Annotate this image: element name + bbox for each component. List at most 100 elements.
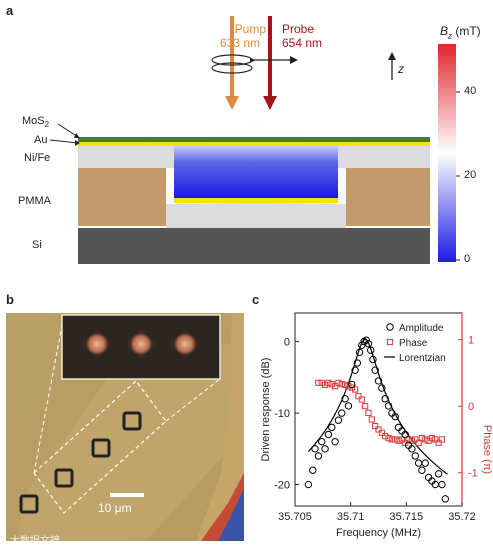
amplitude-point bbox=[331, 437, 339, 446]
amplitude-point bbox=[348, 380, 356, 389]
amplitude-point bbox=[408, 445, 416, 453]
phase-point bbox=[418, 435, 426, 442]
phase-point bbox=[358, 396, 365, 403]
x-tick-label: 35.71 bbox=[337, 511, 365, 523]
phase-point bbox=[422, 436, 429, 443]
y-right-axis-label: Phase (π) bbox=[481, 425, 493, 474]
phase-point bbox=[398, 436, 405, 443]
y-tick-label: 0 bbox=[284, 337, 290, 349]
dashed-region bbox=[33, 380, 167, 514]
probe-label: Probe 654 nm bbox=[282, 22, 322, 50]
panel-b-letter: b bbox=[6, 292, 14, 307]
legend-amplitude-marker bbox=[386, 323, 394, 331]
amplitude-point bbox=[369, 355, 377, 364]
amplitude-point bbox=[418, 466, 426, 474]
mos2-layer bbox=[78, 137, 430, 142]
phase-point bbox=[378, 429, 385, 436]
x-tick-label: 35.705 bbox=[278, 511, 312, 523]
y-right-tick-label: 0 bbox=[468, 401, 474, 413]
x-axis-label: Frequency (MHz) bbox=[336, 527, 421, 539]
colorbar-title-unit: (mT) bbox=[452, 24, 481, 38]
phase-point bbox=[392, 436, 399, 443]
amplitude-point bbox=[328, 423, 336, 432]
y-axis-label: Driven response (dB) bbox=[260, 358, 272, 462]
pump-label: Pump 633 nm bbox=[214, 22, 266, 50]
colorbar-title-symbol: B bbox=[440, 24, 449, 38]
phase-point bbox=[438, 436, 446, 443]
amplitude-point bbox=[411, 452, 419, 460]
panel-c-chart: 35.705 35.71 35.715 35.72 0 -10 -20 1 0 -1 Frequen… bbox=[260, 312, 493, 539]
pump-label-line1: Pump bbox=[234, 22, 266, 36]
pump-arrowhead bbox=[225, 96, 239, 110]
amplitude-point bbox=[434, 470, 443, 478]
z-axis-label: z bbox=[398, 62, 404, 76]
amplitude-point bbox=[374, 377, 383, 385]
colorbar bbox=[438, 44, 456, 262]
phase-point bbox=[365, 409, 372, 416]
x-tick-label: 35.72 bbox=[448, 511, 476, 523]
amplitude-point bbox=[360, 337, 368, 346]
si-layer bbox=[78, 228, 430, 264]
colorbar-tick-0: 0 bbox=[464, 253, 471, 265]
micro-pad-2 bbox=[91, 438, 111, 458]
amplitude-point bbox=[311, 445, 319, 453]
amplitude-point bbox=[341, 395, 349, 403]
amplitude-point bbox=[334, 416, 343, 424]
micro-pad-3 bbox=[54, 468, 74, 488]
amplitude-point bbox=[367, 346, 375, 354]
amplitude-point bbox=[304, 480, 313, 489]
phase-point bbox=[428, 435, 436, 442]
y-tick-label: -10 bbox=[274, 408, 290, 420]
amplitude-point bbox=[314, 452, 323, 460]
y-tick-label: -20 bbox=[274, 480, 290, 492]
colorbar-tick-20: 20 bbox=[464, 169, 477, 181]
amplitude-point bbox=[378, 384, 386, 392]
phase-point bbox=[342, 381, 349, 388]
colorbar-title-sub: z bbox=[448, 31, 453, 41]
scale-bar-label: 10 μm bbox=[98, 501, 132, 515]
amplitude-point bbox=[358, 341, 366, 349]
amplitude-point bbox=[338, 409, 346, 417]
colorbar-title: Bz (mT) bbox=[440, 24, 481, 40]
panel-b-micrograph bbox=[6, 313, 244, 541]
panel-c-letter: c bbox=[252, 292, 260, 307]
probe-label-line2: 654 nm bbox=[282, 36, 323, 50]
phase-point bbox=[388, 436, 395, 443]
cavity-field bbox=[174, 146, 338, 198]
panel-a-schematic bbox=[49, 16, 460, 264]
amplitude-point bbox=[381, 395, 389, 403]
legend-amplitude-label: Amplitude bbox=[399, 323, 444, 334]
micro-pad-4 bbox=[19, 494, 39, 514]
colorbar-tick-40: 40 bbox=[464, 85, 477, 97]
flake-region bbox=[16, 343, 244, 541]
phase-point bbox=[325, 379, 332, 386]
amplitude-point bbox=[384, 402, 393, 410]
layer-label-nife: Ni/Fe bbox=[24, 152, 51, 164]
y-right-tick-label: -1 bbox=[468, 468, 478, 480]
amplitude-point bbox=[353, 359, 362, 367]
phase-point bbox=[331, 383, 339, 390]
legend-lorentzian-label: Lorentzian bbox=[399, 353, 446, 364]
amplitude-point bbox=[371, 366, 379, 374]
amplitude-point bbox=[391, 412, 399, 421]
amplitude-point bbox=[421, 459, 429, 467]
phase-point bbox=[395, 437, 402, 444]
phase-point bbox=[385, 435, 392, 442]
probe-label-line1: Probe bbox=[282, 22, 315, 36]
substrate-edge bbox=[196, 313, 244, 541]
amplitude-point bbox=[321, 445, 329, 453]
phase-point bbox=[362, 403, 369, 410]
phase-point bbox=[382, 433, 389, 440]
legend-phase-label: Phase bbox=[399, 338, 428, 349]
phase-point bbox=[375, 426, 382, 433]
pmma-left bbox=[78, 168, 166, 226]
phase-point bbox=[318, 379, 325, 386]
inset-pad-2 bbox=[125, 328, 157, 360]
phase-point bbox=[435, 439, 442, 446]
phase-point bbox=[348, 384, 355, 391]
legend-phase-marker bbox=[386, 338, 394, 346]
phase-point bbox=[321, 381, 329, 388]
amplitude-point bbox=[309, 466, 317, 474]
amplitude-point bbox=[401, 430, 409, 439]
inset-pad-3 bbox=[169, 328, 201, 360]
